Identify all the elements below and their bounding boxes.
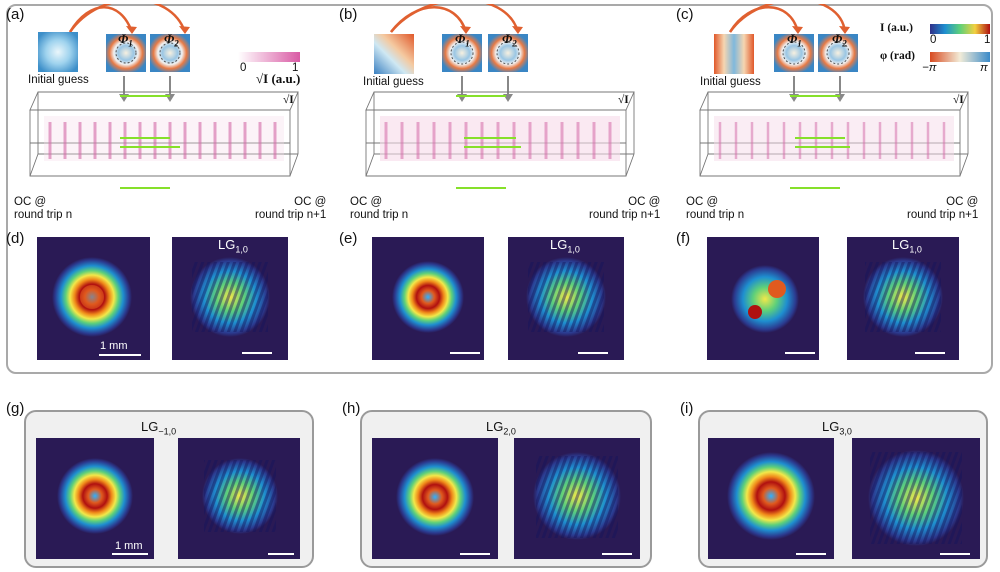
scalebar-g <box>112 553 148 555</box>
oc-right-c: OC @ round trip n+1 <box>907 196 979 221</box>
phi2-label-a: Φ2 <box>164 31 179 49</box>
sqrt-i-label: √I (a.u.) <box>256 71 301 86</box>
lg-label-f: LG1,0 <box>892 237 922 255</box>
beam-interferogram-i <box>852 438 980 559</box>
oc-left-b: OC @ round trip n <box>350 196 409 221</box>
cube-sqrt-i-label-c: √I <box>953 94 964 106</box>
oc-right-a: OC @ round trip n+1 <box>255 196 327 221</box>
scalebar-e2 <box>578 352 608 354</box>
top-figure-frame <box>6 4 993 374</box>
scalebar-i <box>796 553 826 555</box>
phase-colorbar <box>930 52 990 62</box>
beam-intensity-d <box>37 237 150 360</box>
intensity-max: 1 <box>984 34 991 46</box>
initial-guess-thumbnail <box>38 32 78 72</box>
scalebar-f2 <box>915 352 945 354</box>
scalebar-g2 <box>268 553 294 555</box>
scale-text-d: 1 mm <box>100 340 128 352</box>
scalebar-d2 <box>242 352 272 354</box>
panel-label-b: (b) <box>339 6 358 23</box>
phi2-label-c: Φ2 <box>832 31 847 49</box>
intensity-colorbar <box>930 24 990 34</box>
phase-max: π <box>980 62 988 74</box>
panel-label-h: (h) <box>342 400 361 417</box>
intensity-legend-label: I (a.u.) <box>880 22 913 34</box>
lg-label-g: LG−1,0 <box>141 419 177 437</box>
beam-interferogram-f <box>847 237 959 360</box>
arrow-head-2 <box>179 26 190 34</box>
phi2-thumbnail <box>150 34 190 72</box>
panel-label-f: (f) <box>676 230 691 247</box>
arrow-curve-2 <box>68 4 187 33</box>
scalebar-d <box>99 354 141 356</box>
scalebar-f <box>785 352 815 354</box>
beam-interferogram-h <box>514 438 640 559</box>
beam-intensity-g <box>36 438 154 559</box>
oc-left-c: OC @ round trip n <box>686 196 745 221</box>
sqrt-i-min: 0 <box>240 62 247 74</box>
intensity-min: 0 <box>930 34 937 46</box>
beam-intensity-f <box>707 237 819 360</box>
beam-intensity-i <box>708 438 834 559</box>
lg-label-e: LG1,0 <box>550 237 580 255</box>
panel-label-e: (e) <box>339 230 358 247</box>
phase-min: −π <box>922 62 937 74</box>
phi1-label-a: Φ1 <box>118 31 133 49</box>
initial-guess-label-c: Initial guess <box>700 76 761 88</box>
panel-label-d: (d) <box>6 230 25 247</box>
cavity-diagram-b <box>365 4 635 189</box>
phi1-thumbnail <box>106 34 146 72</box>
sqrt-i-colorbar <box>238 52 300 62</box>
phi1-label-c: Φ1 <box>787 31 802 49</box>
oc-right-b: OC @ round trip n+1 <box>589 196 661 221</box>
lg-label-d: LG1,0 <box>218 237 248 255</box>
scalebar-i2 <box>940 553 970 555</box>
scalebar-h <box>460 553 490 555</box>
beam-interferogram-g <box>178 438 300 559</box>
lg-label-i: LG3,0 <box>822 419 852 437</box>
phi1-label-b: Φ1 <box>455 31 470 49</box>
beam-interferogram-e <box>508 237 624 360</box>
initial-guess-label-a: Initial guess <box>28 74 89 86</box>
scale-text-g: 1 mm <box>115 540 143 552</box>
panel-label-a: (a) <box>6 6 25 23</box>
beam-intensity-e <box>372 237 484 360</box>
cube-sqrt-i-label-a: √I <box>283 94 294 106</box>
oc-left-a: OC @ round trip n <box>14 196 73 221</box>
initial-guess-thumbnail <box>374 34 414 74</box>
panel-label-i: (i) <box>680 400 694 417</box>
panel-label-g: (g) <box>6 400 25 417</box>
sqrt-i-max: 1 <box>292 62 299 74</box>
scalebar-h2 <box>602 553 632 555</box>
initial-guess-label-b: Initial guess <box>363 76 424 88</box>
arrow-head-1 <box>126 26 137 34</box>
cavity-diagram-a <box>29 4 299 189</box>
phase-legend-label: φ (rad) <box>880 50 915 62</box>
initial-guess-thumbnail <box>714 34 754 74</box>
scalebar-e <box>450 352 480 354</box>
beam-interferogram-d <box>172 237 288 360</box>
phi2-label-b: Φ2 <box>502 31 517 49</box>
beam-intensity-h <box>372 438 498 559</box>
cube-sqrt-i-label-b: √I <box>618 94 629 106</box>
lg-label-h: LG2,0 <box>486 419 516 437</box>
cavity-diagram-c <box>699 4 969 189</box>
panel-label-c: (c) <box>676 6 694 23</box>
